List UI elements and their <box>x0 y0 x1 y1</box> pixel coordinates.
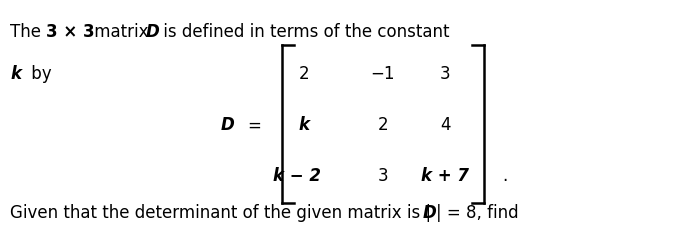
Text: k + 7: k + 7 <box>421 167 469 185</box>
Text: 3: 3 <box>377 167 388 185</box>
Text: matrix: matrix <box>89 23 154 41</box>
Text: 3 × 3: 3 × 3 <box>46 23 95 41</box>
Text: =: = <box>247 116 261 134</box>
Text: k − 2: k − 2 <box>273 167 321 185</box>
Text: 4: 4 <box>440 116 451 134</box>
Text: k: k <box>298 116 309 134</box>
Text: by: by <box>26 65 51 83</box>
Text: | = 8, find: | = 8, find <box>436 203 519 221</box>
Text: −1: −1 <box>371 65 395 83</box>
Text: D: D <box>146 23 159 41</box>
Text: 2: 2 <box>298 65 309 83</box>
Text: .: . <box>502 167 508 185</box>
Text: D: D <box>221 116 235 134</box>
Text: The: The <box>10 23 47 41</box>
Text: k: k <box>10 65 21 83</box>
Text: 3: 3 <box>440 65 451 83</box>
Text: 2: 2 <box>377 116 388 134</box>
Text: Given that the determinant of the given matrix is |: Given that the determinant of the given … <box>10 203 431 221</box>
Text: D: D <box>423 203 437 221</box>
Text: is defined in terms of the constant: is defined in terms of the constant <box>158 23 449 41</box>
